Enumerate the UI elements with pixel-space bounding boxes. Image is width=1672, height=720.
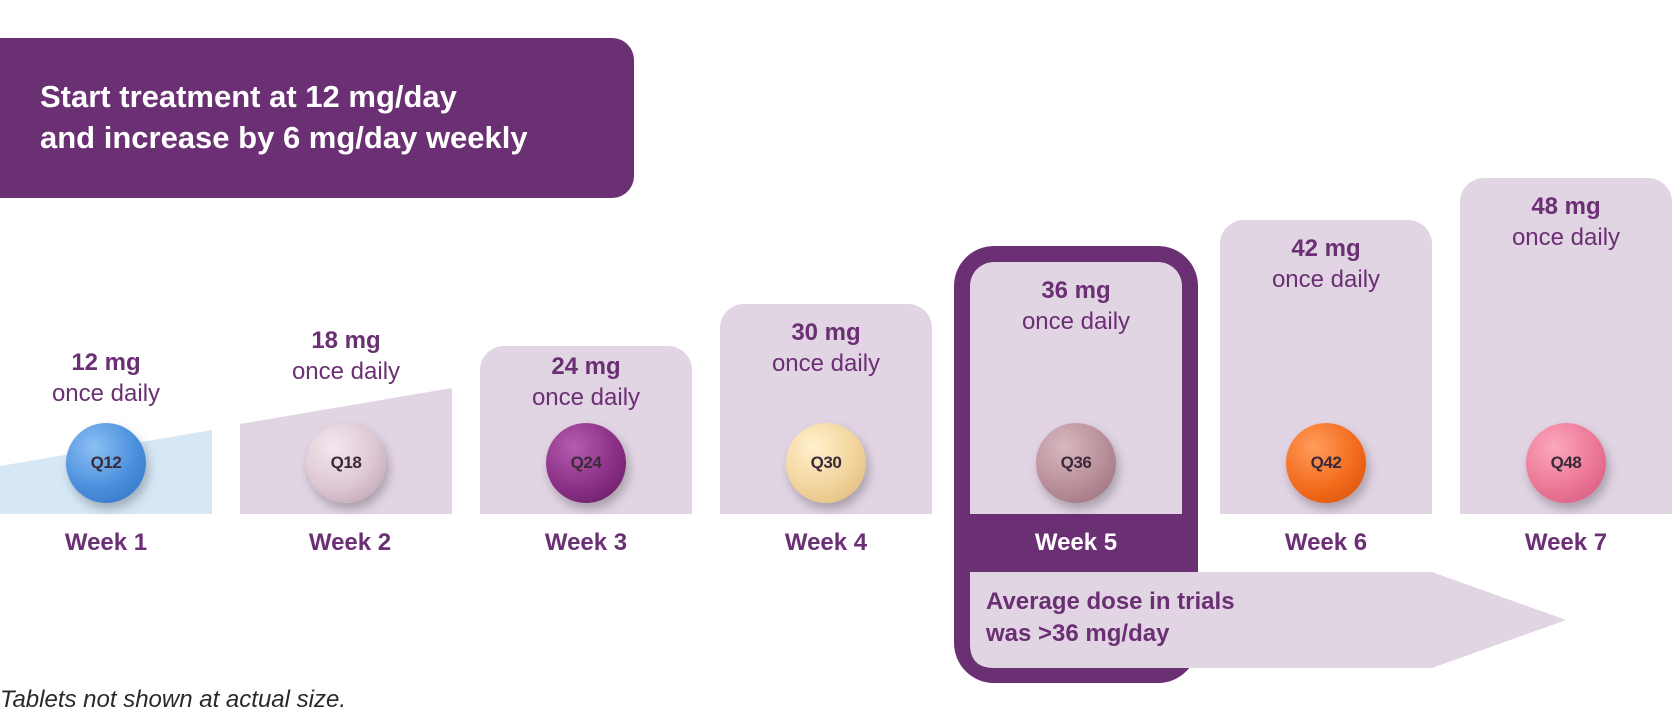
tablet-q18-code: Q18 — [330, 453, 362, 472]
footnote: Tablets not shown at actual size. — [0, 686, 346, 713]
tablet-q24: Q24 — [546, 423, 626, 503]
week-7-dose-mg: 48 mg — [1531, 193, 1601, 220]
week-4-label: Week 4 — [784, 529, 868, 556]
intro-banner: Start treatment at 12 mg/day and increas… — [0, 38, 634, 198]
banner-line-2: and increase by 6 mg/day weekly — [40, 120, 528, 155]
week-4-dose: 30 mg once daily — [720, 318, 932, 380]
week-3-frequency: once daily — [531, 384, 641, 411]
week-3-dose-mg: 24 mg — [551, 353, 621, 380]
tablet-q30-code: Q30 — [810, 453, 842, 472]
week-1-dose: 12 mg once daily — [0, 348, 212, 410]
average-dose-arrow — [970, 572, 1566, 668]
week-5-dose: 36 mg once daily — [970, 276, 1182, 338]
week-2-label: Week 2 — [308, 529, 392, 556]
tablet-q42: Q42 — [1286, 423, 1366, 503]
tablet-q12: Q12 — [66, 423, 146, 503]
average-dose-line-1: Average dose in trials — [986, 588, 1235, 615]
week-2-dose-mg: 18 mg — [311, 327, 381, 354]
tablet-q48: Q48 — [1526, 423, 1606, 503]
week-6-frequency: once daily — [1271, 266, 1381, 293]
week-7-label: Week 7 — [1524, 529, 1608, 556]
tablet-q24-code: Q24 — [570, 453, 602, 472]
tablet-q36: Q36 — [1036, 423, 1116, 503]
week-2-dose: 18 mg once daily — [240, 326, 452, 388]
banner-line-1: Start treatment at 12 mg/day — [40, 79, 457, 114]
week-2-frequency: once daily — [291, 358, 401, 385]
week-7-dose: 48 mg once daily — [1460, 192, 1672, 254]
week-5-dose-mg: 36 mg — [1041, 277, 1111, 304]
week-3-dose: 24 mg once daily — [480, 352, 692, 414]
tablet-q36-code: Q36 — [1060, 453, 1092, 472]
average-dose-line-2: was >36 mg/day — [986, 620, 1170, 647]
tablet-q18: Q18 — [306, 423, 386, 503]
tablet-q48-code: Q48 — [1550, 453, 1582, 472]
average-dose-note: Average dose in trials was >36 mg/day — [986, 586, 1235, 650]
week-4-dose-mg: 30 mg — [791, 319, 861, 346]
week-1-dose-mg: 12 mg — [71, 349, 141, 376]
week-6-label: Week 6 — [1284, 529, 1368, 556]
week-4-frequency: once daily — [771, 350, 881, 377]
week-6-dose: 42 mg once daily — [1220, 234, 1432, 296]
week-3-label: Week 3 — [544, 529, 628, 556]
week-7-frequency: once daily — [1511, 224, 1621, 251]
tablet-q42-code: Q42 — [1310, 453, 1342, 472]
tablet-q12-code: Q12 — [90, 453, 122, 472]
tablet-q30: Q30 — [786, 423, 866, 503]
week-1-frequency: once daily — [51, 380, 161, 407]
week-5-label: Week 5 — [1034, 529, 1118, 556]
week-6-dose-mg: 42 mg — [1291, 235, 1361, 262]
week-5-frequency: once daily — [1021, 308, 1131, 335]
week-1-label: Week 1 — [64, 529, 148, 556]
